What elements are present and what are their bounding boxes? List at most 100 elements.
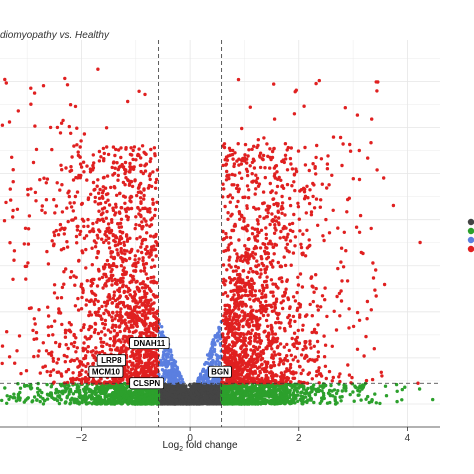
gene-point bbox=[169, 350, 173, 354]
gene-point bbox=[93, 392, 98, 397]
gene-point bbox=[18, 390, 22, 395]
gene-point bbox=[228, 200, 232, 204]
gene-point bbox=[4, 81, 8, 85]
gene-point bbox=[142, 397, 147, 401]
gene-point bbox=[335, 294, 339, 299]
gene-point bbox=[234, 204, 239, 209]
gene-point bbox=[79, 395, 83, 399]
gene-point bbox=[259, 350, 263, 354]
gene-point bbox=[295, 389, 300, 394]
gene-point bbox=[319, 305, 323, 309]
gene-point bbox=[213, 343, 217, 347]
gene-point bbox=[151, 391, 155, 395]
gene-point bbox=[302, 384, 306, 389]
gene-point bbox=[301, 347, 305, 352]
gene-point bbox=[181, 392, 185, 396]
gene-point bbox=[361, 383, 365, 387]
gene-point bbox=[165, 388, 170, 392]
gene-point bbox=[264, 400, 268, 405]
gene-point bbox=[218, 336, 222, 341]
gene-point bbox=[139, 400, 143, 404]
gene-point bbox=[250, 328, 254, 332]
gene-point bbox=[82, 132, 87, 136]
gene-point bbox=[257, 378, 261, 382]
gene-point bbox=[84, 402, 89, 406]
gene-point bbox=[3, 386, 7, 390]
gene-point bbox=[328, 393, 333, 398]
gene-point bbox=[357, 386, 361, 390]
gene-point bbox=[102, 326, 106, 330]
gene-point bbox=[75, 401, 80, 405]
gene-point bbox=[378, 401, 382, 406]
gene-point bbox=[384, 394, 389, 398]
gene-point bbox=[320, 294, 325, 298]
gene-point bbox=[219, 354, 223, 358]
gene-point bbox=[119, 392, 124, 396]
gene-point bbox=[148, 396, 152, 400]
gene-point bbox=[115, 248, 119, 252]
gene-point bbox=[160, 363, 165, 367]
gene-point bbox=[310, 389, 314, 394]
gene-point bbox=[146, 298, 150, 303]
gene-point bbox=[196, 376, 201, 380]
gene-point bbox=[160, 325, 164, 329]
gene-point bbox=[295, 393, 299, 397]
points-significant bbox=[0, 67, 422, 385]
gene-point bbox=[106, 393, 111, 398]
gene-point bbox=[296, 201, 300, 205]
gene-point bbox=[259, 272, 263, 276]
gene-point bbox=[217, 360, 222, 365]
gene-point bbox=[170, 385, 174, 389]
gene-point bbox=[352, 399, 356, 403]
gene-point bbox=[305, 228, 309, 232]
gene-point bbox=[198, 383, 202, 387]
gene-point bbox=[252, 398, 256, 403]
gene-point bbox=[40, 204, 44, 208]
gene-point bbox=[102, 399, 106, 403]
gene-point bbox=[75, 383, 80, 388]
gene-point bbox=[180, 395, 184, 399]
gene-point bbox=[86, 217, 90, 222]
gene-point bbox=[208, 349, 213, 353]
gene-point bbox=[319, 399, 324, 403]
gene-point bbox=[241, 269, 246, 273]
gene-point bbox=[173, 363, 177, 368]
gene-point bbox=[130, 396, 134, 401]
gene-point bbox=[266, 392, 271, 396]
gene-point bbox=[77, 388, 82, 392]
gene-point bbox=[117, 387, 122, 391]
gene-point bbox=[320, 396, 324, 400]
gene-point bbox=[85, 178, 89, 182]
gene-point bbox=[292, 180, 296, 184]
gene-point bbox=[214, 395, 218, 400]
gene-point bbox=[206, 387, 210, 391]
gene-point bbox=[127, 329, 132, 334]
gene-point bbox=[259, 358, 263, 362]
gene-point bbox=[92, 400, 97, 404]
gene-point bbox=[110, 220, 114, 224]
gene-point bbox=[245, 400, 249, 404]
gene-point bbox=[210, 340, 215, 344]
gene-point bbox=[25, 397, 29, 401]
gene-point bbox=[46, 305, 50, 309]
gene-point bbox=[152, 399, 156, 403]
gene-point bbox=[44, 181, 48, 185]
gene-point bbox=[104, 216, 109, 220]
gene-point bbox=[217, 384, 221, 388]
gene-point bbox=[264, 236, 268, 241]
gene-point bbox=[108, 386, 112, 390]
gene-point bbox=[267, 395, 271, 399]
gene-point bbox=[162, 392, 166, 396]
gene-point bbox=[321, 386, 325, 390]
gene-point bbox=[314, 286, 318, 291]
gene-point bbox=[67, 390, 71, 394]
gene-point bbox=[16, 394, 21, 398]
gene-point bbox=[122, 381, 127, 386]
gene-point bbox=[270, 309, 275, 313]
gene-point bbox=[263, 175, 267, 180]
gene-point bbox=[217, 394, 221, 398]
gene-point bbox=[159, 394, 164, 398]
gene-point bbox=[43, 211, 47, 215]
gene-point bbox=[224, 231, 228, 236]
gene-point bbox=[263, 166, 267, 170]
